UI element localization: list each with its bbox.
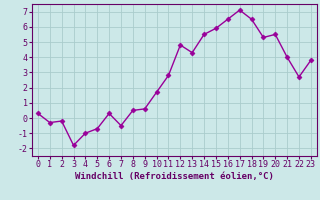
X-axis label: Windchill (Refroidissement éolien,°C): Windchill (Refroidissement éolien,°C) — [75, 172, 274, 181]
